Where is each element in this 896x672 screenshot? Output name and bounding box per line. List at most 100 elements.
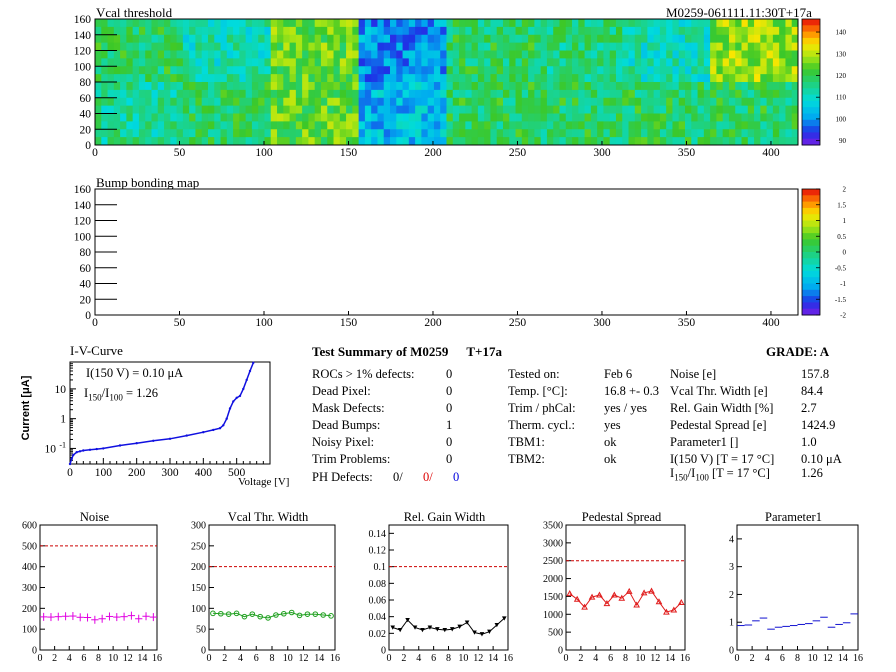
colorbar-tick-label: 120: [836, 72, 847, 80]
panel-x-tick-label: 0: [735, 653, 740, 664]
heatmap-cell: [113, 105, 121, 114]
heatmap-cell: [170, 129, 177, 138]
heatmap-cell: [509, 66, 516, 75]
heatmap-cell: [615, 113, 623, 122]
heatmap-cell: [170, 34, 177, 44]
heatmap-cell: [628, 82, 636, 91]
heatmap-cell: [716, 58, 724, 67]
heatmap-cell: [641, 19, 648, 28]
heatmap-cell: [722, 113, 730, 122]
heatmap-cell: [779, 82, 786, 91]
panel-point: [249, 611, 256, 617]
heatmap-cell: [653, 137, 661, 146]
heatmap-cell: [371, 34, 378, 44]
heatmap-cell: [201, 113, 209, 122]
heatmap-cell: [415, 129, 422, 138]
heatmap-cell: [95, 58, 102, 67]
heatmap-cell: [446, 19, 454, 28]
heatmap-cell: [779, 19, 786, 28]
heatmap-cell: [772, 129, 780, 138]
heatmap-cell: [785, 121, 793, 130]
heatmap-cell: [754, 58, 761, 67]
heatmap-cell: [270, 137, 278, 146]
heatmap-cell: [314, 34, 322, 44]
heatmap-cell: [785, 129, 793, 138]
heatmap-cell: [521, 89, 529, 99]
panel-point: [655, 598, 663, 605]
heatmap-cell: [490, 121, 498, 130]
heatmap-cell: [145, 121, 152, 130]
heatmap-cell: [226, 66, 234, 75]
heatmap-cell: [264, 121, 272, 130]
heatmap-cell: [339, 58, 347, 67]
condition-label: TBM2:: [508, 452, 545, 466]
heatmap-cell: [415, 121, 422, 130]
heatmap-y-tick-label: 80: [80, 247, 92, 259]
panel-point: [487, 629, 492, 634]
heatmap-cell: [697, 113, 705, 122]
heatmap-cell: [302, 74, 309, 83]
heatmap-cell: [534, 137, 542, 146]
heatmap-cell: [170, 42, 177, 51]
heatmap-cell: [314, 129, 322, 138]
heatmap-cell: [157, 50, 165, 59]
heatmap-cell: [220, 129, 228, 138]
heatmap-frame: [94, 188, 799, 316]
heatmap-cell: [590, 74, 598, 83]
heatmap-cell: [528, 66, 535, 75]
panel-x-tick-label: 12: [299, 653, 309, 664]
parameter-value: 0.10 μA: [801, 452, 842, 466]
heatmap-cell: [446, 97, 454, 107]
heatmap-cell: [145, 26, 152, 36]
heatmap-cell: [678, 19, 686, 28]
heatmap-cell: [308, 113, 316, 122]
heatmap-cell: [364, 58, 372, 67]
heatmap-cell: [408, 97, 416, 107]
heatmap-cell: [132, 82, 140, 91]
heatmap-cell: [264, 19, 272, 28]
heatmap-cell: [377, 74, 385, 83]
heatmap-cell: [433, 137, 441, 146]
heatmap-cell: [490, 34, 498, 44]
heatmap-cell: [622, 105, 629, 114]
heatmap-cell: [691, 19, 698, 28]
heatmap-cell: [415, 82, 422, 91]
heatmap-cell: [377, 66, 385, 75]
heatmap-cell: [471, 97, 479, 107]
heatmap-cell: [691, 66, 698, 75]
heatmap-cell: [534, 50, 542, 59]
heatmap-cell: [277, 34, 284, 44]
heatmap-cell: [157, 42, 165, 51]
heatmap-cell: [590, 129, 598, 138]
heatmap-cell: [578, 129, 585, 138]
heatmap-cell: [320, 42, 328, 51]
heatmap-cell: [396, 113, 403, 122]
heatmap-cell: [352, 66, 360, 75]
heatmap-cell: [189, 19, 196, 28]
panel-x-tick-label: 12: [123, 653, 133, 664]
heatmap-cell: [641, 42, 648, 51]
colorbar-tick-label: -0.5: [835, 264, 847, 272]
parameter-value: 84.4: [801, 384, 823, 398]
heatmap-cell: [95, 82, 102, 91]
iv-point: [242, 387, 245, 391]
heatmap-cell: [189, 74, 196, 83]
panel-point: [464, 620, 470, 625]
heatmap-cell: [195, 58, 203, 67]
heatmap-cell: [471, 121, 479, 130]
heatmap-cell: [653, 121, 661, 130]
heatmap-cell: [302, 66, 309, 75]
heatmap-cell: [295, 66, 303, 75]
heatmap-cell: [540, 34, 548, 44]
heatmap-cell: [584, 113, 592, 122]
heatmap-cell: [138, 121, 146, 130]
heatmap-cell: [396, 34, 403, 44]
heatmap-cell: [239, 89, 247, 99]
parameter-label: Vcal Thr. Width [e]: [670, 384, 768, 398]
colorbar-segment: [802, 289, 820, 297]
heatmap-cell: [471, 34, 479, 44]
heatmap-cell: [126, 121, 134, 130]
heatmap-cell: [402, 129, 410, 138]
heatmap-cell: [452, 97, 460, 107]
